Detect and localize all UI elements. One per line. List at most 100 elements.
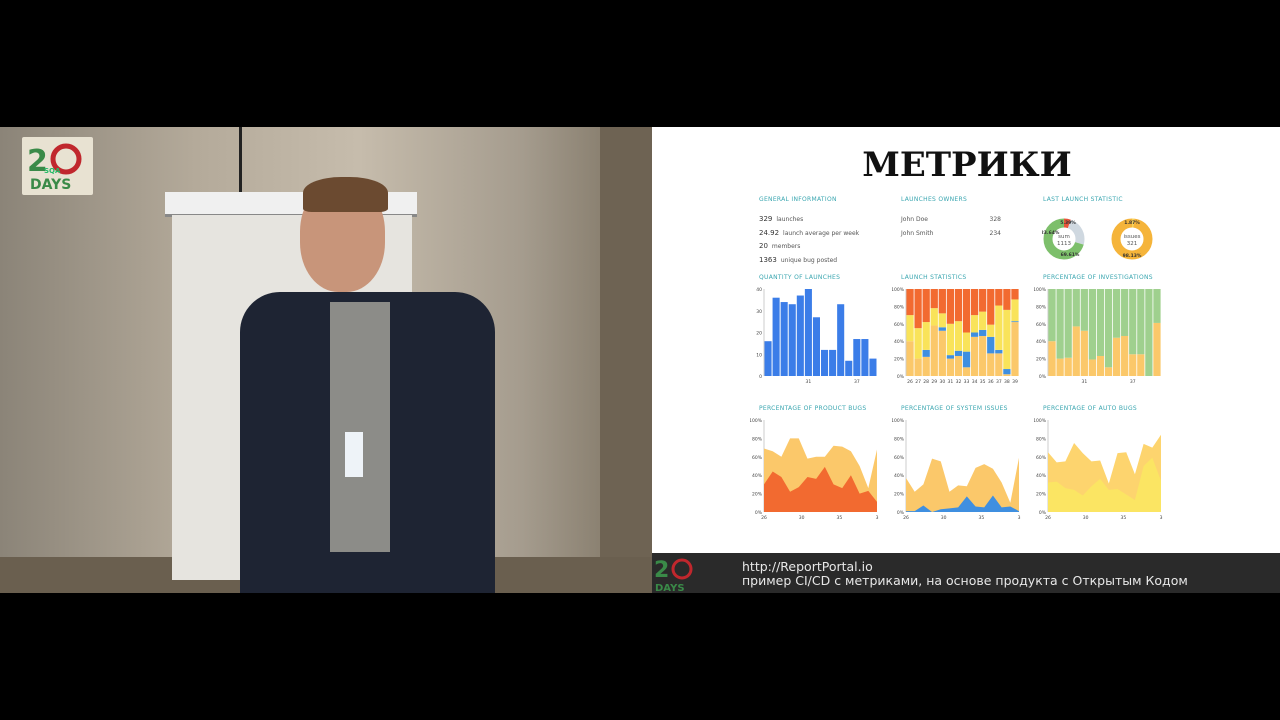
donut-segment [1111, 218, 1153, 260]
bar-segment [938, 289, 946, 314]
y-tick-label: 0% [1039, 510, 1047, 516]
chart-title: PERCENTAGE OF PRODUCT BUGS [759, 405, 867, 412]
x-tick-label: 3 [876, 515, 879, 521]
bar-segment [1003, 369, 1011, 375]
donut-percent-label: 98.13% [1123, 253, 1142, 259]
bar-segment [979, 311, 987, 330]
donut-percent-label: 5.39% [1060, 220, 1076, 226]
y-tick-label: 100% [892, 418, 905, 424]
donut-segment [1043, 218, 1085, 260]
bar-segment [930, 308, 938, 326]
bar-segment [1080, 289, 1088, 331]
bar-segment [1011, 289, 1019, 300]
y-tick-label: 100% [1034, 287, 1047, 293]
donut-percent-label: 69.61% [1061, 252, 1080, 258]
bar-segment [1129, 354, 1137, 376]
donut-percent-label: 23.64% [1042, 230, 1060, 236]
x-tick-label: 31 [806, 379, 812, 385]
bar-segment [970, 332, 979, 337]
chart-title: PERCENTAGE OF AUTO BUGS [1043, 405, 1138, 412]
speaker-shirt [330, 302, 390, 552]
bar-segment [1137, 289, 1145, 355]
bar-segment [1072, 289, 1080, 327]
bar-segment [1121, 335, 1129, 376]
y-tick-label: 40% [1036, 473, 1047, 479]
donut-center-label: issues [1124, 234, 1141, 240]
donut-center-value: 321 [1127, 241, 1138, 247]
x-tick-label: 35 [836, 515, 842, 521]
bar [821, 349, 829, 376]
bar-segment [1056, 289, 1064, 359]
x-tick-label: 28 [923, 379, 929, 385]
bar-segment [979, 335, 987, 376]
bar-segment [930, 289, 938, 309]
y-tick-label: 20% [894, 357, 905, 363]
y-tick-label: 60% [894, 322, 905, 328]
area-series [1048, 457, 1161, 512]
y-tick-label: 40% [1036, 339, 1047, 345]
product-bugs-chart: 0% 20% 40% 60% 80% 100% 26 30 35 3 [750, 418, 879, 521]
caption-url: http://ReportPortal.io [742, 559, 873, 574]
bar-segment [970, 315, 979, 333]
bar [845, 360, 853, 376]
bar-segment [1096, 355, 1105, 376]
system-issues-chart: 0% 20% 40% 60% 80% 100% 26 30 35 3 [892, 418, 1021, 521]
y-tick-label: 80% [1036, 304, 1047, 310]
bar-segment [1003, 289, 1011, 310]
bar-segment [1048, 341, 1056, 376]
bar-segment [1112, 289, 1121, 338]
x-tick-label: 31 [948, 379, 954, 385]
area-series [906, 457, 1019, 512]
bar-segment [979, 289, 987, 312]
chart-title: PERCENTAGE OF SYSTEM ISSUES [901, 405, 1008, 412]
info-row: 24.92 launch average per week [759, 228, 860, 237]
bar-segment [938, 313, 946, 328]
y-tick-label: 0% [897, 374, 905, 380]
info-row: 329 launches [759, 215, 804, 223]
bar [861, 339, 869, 376]
x-tick-label: 35 [978, 515, 984, 521]
bar-segment [954, 355, 963, 376]
y-tick-label: 80% [1036, 436, 1047, 442]
y-tick-label: 0% [755, 510, 763, 516]
svg-text:DAYS: DAYS [30, 177, 71, 193]
bar-segment [1096, 289, 1105, 356]
bar-segment [946, 358, 955, 376]
svg-text:DAYS: DAYS [655, 583, 685, 593]
bar [764, 341, 772, 376]
y-tick-label: 20 [756, 331, 762, 337]
bar-segment [922, 322, 930, 350]
bar-segment [1011, 321, 1019, 323]
bar-segment [1145, 289, 1153, 376]
badge [345, 432, 363, 477]
bar [780, 302, 788, 376]
caption-bar: 2 DAYS http://ReportPortal.io пример CI/C… [652, 553, 1280, 594]
chart-title: QUANTITY OF LAUNCHES [759, 274, 841, 281]
bar-segment [938, 327, 946, 331]
bar [772, 297, 780, 376]
x-tick-label: 30 [939, 379, 945, 385]
x-tick-label: 26 [1045, 515, 1051, 521]
bar-segment [1104, 367, 1113, 376]
bar-segment [954, 289, 963, 322]
bar-segment [1088, 289, 1097, 360]
y-tick-label: 60% [1036, 455, 1047, 461]
bar [853, 339, 861, 376]
bar-segment [1003, 374, 1011, 376]
y-tick-label: 20% [1036, 492, 1047, 498]
bar-segment [1003, 309, 1011, 370]
bar-segment [954, 321, 963, 351]
svg-text:2: 2 [654, 558, 669, 583]
bar-segment [1137, 354, 1145, 376]
bar-segment [970, 289, 979, 316]
bar-segment [906, 315, 914, 342]
sqa-days-logo: 2 SQA DAYS [22, 137, 93, 195]
bar-segment [946, 323, 955, 356]
x-tick-label: 31 [1081, 379, 1087, 385]
bar-segment [954, 350, 963, 356]
x-tick-label: 35 [980, 379, 986, 385]
svg-text:SQA: SQA [44, 167, 61, 175]
y-tick-label: 0% [1039, 374, 1047, 380]
bar-segment [995, 353, 1003, 376]
owners-list: John Doe 328 John Smith 234 [901, 213, 1001, 241]
